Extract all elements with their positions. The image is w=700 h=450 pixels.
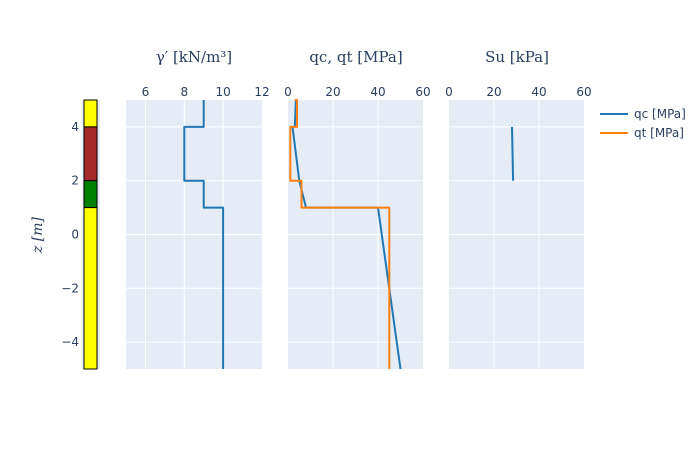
panel-q-title: qc, qt [MPa] [309, 48, 402, 66]
panel-q-x-ticks: 0 20 40 60 [284, 85, 430, 99]
panel-gamma-title: γ′ [kN/m³] [156, 48, 232, 66]
y-tick-label: 0 [71, 228, 79, 242]
stratum-0 [83, 99, 98, 128]
panel-gamma-lines [183, 100, 225, 369]
panel-q-grid [288, 100, 423, 369]
y-axis-ticks: 4 2 0 −2 −4 [61, 120, 79, 349]
panel-q-lines [289, 99, 402, 370]
x-tick-label: 0 [445, 85, 453, 99]
x-tick-label: 20 [486, 85, 501, 99]
x-tick-label: 10 [216, 85, 231, 99]
x-tick-label: 60 [415, 85, 430, 99]
x-tick-label: 8 [180, 85, 188, 99]
x-tick-label: 20 [325, 85, 340, 99]
panel-gamma: 6 8 10 12 γ′ [kN/m³] [126, 48, 270, 369]
panel-su-x-ticks: 0 20 40 60 [445, 85, 591, 99]
panel-gamma-grid [126, 100, 262, 369]
y-tick-label: 2 [71, 174, 79, 188]
legend-item-qc[interactable]: qc [MPa] [634, 107, 686, 121]
x-tick-label: 6 [142, 85, 150, 99]
panel-su-lines [511, 126, 515, 181]
y-tick-label: −4 [61, 335, 79, 349]
x-tick-label: 40 [370, 85, 385, 99]
series-line-qt [289, 99, 391, 369]
panel-q: 0 20 40 60 qc, qt [MPa] [284, 48, 431, 370]
stratum-3 [83, 207, 98, 370]
panel-gamma-x-ticks: 6 8 10 12 [142, 85, 270, 99]
x-tick-label: 12 [254, 85, 269, 99]
panel-su-grid [449, 100, 584, 369]
strata-column [83, 99, 98, 370]
y-tick-label: −2 [61, 281, 79, 295]
legend: qc [MPa] qt [MPa] [600, 107, 686, 140]
legend-item-qt[interactable]: qt [MPa] [634, 126, 684, 140]
series-line-0 [511, 126, 515, 181]
panel-su-title: Su [kPa] [485, 48, 549, 66]
stratum-2 [83, 180, 98, 209]
y-tick-label: 4 [71, 120, 79, 134]
x-tick-label: 60 [576, 85, 591, 99]
stratum-1 [83, 126, 98, 182]
panel-su: 0 20 40 60 Su [kPa] [445, 48, 592, 369]
x-tick-label: 0 [284, 85, 292, 99]
x-tick-label: 40 [531, 85, 546, 99]
y-axis-label: z [m] [30, 216, 46, 254]
series-line-0 [183, 100, 225, 369]
